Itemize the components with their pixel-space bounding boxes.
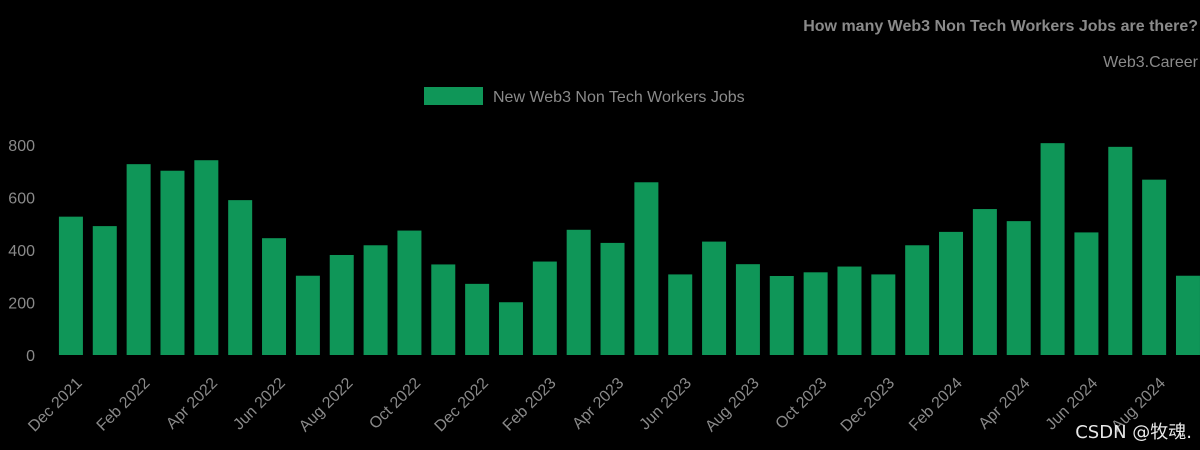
bar[interactable]: Jun 2024	[1074, 232, 1099, 355]
bar[interactable]: May 2023	[634, 182, 659, 355]
y-tick-label: 600	[8, 191, 35, 208]
x-tick-label: Dec 2022	[432, 375, 493, 436]
bars: Dec 2021 Jan 2022 Feb 2022 Mar 2022 Apr 2022…	[58, 143, 1200, 356]
bar[interactable]: Jan 2023	[498, 302, 523, 355]
bar[interactable]: Oct 2023	[803, 272, 828, 355]
x-tick-label: Oct 2022	[366, 375, 424, 433]
y-tick-label: 400	[8, 243, 35, 260]
x-axis: Dec 2021 Feb 2022 Apr 2022 Jun 2022 Aug 2022…	[25, 375, 1169, 436]
chart-subtitle: Web3.Career	[1103, 54, 1199, 71]
bar[interactable]: Jul 2023	[702, 241, 727, 355]
bar[interactable]: Mar 2023	[566, 229, 591, 355]
legend-label: New Web3 Non Tech Workers Jobs	[493, 89, 745, 106]
bar[interactable]: Feb 2024	[939, 231, 964, 355]
y-tick-label: 0	[26, 348, 35, 365]
bar[interactable]: Sep 2023	[769, 275, 794, 355]
bar[interactable]: Jan 2022	[92, 226, 117, 355]
bar[interactable]: Mar 2022	[160, 170, 185, 355]
x-tick-label: Feb 2024	[906, 375, 966, 435]
bar[interactable]: Jun 2023	[668, 274, 693, 355]
bar[interactable]: Oct 2022	[397, 230, 422, 355]
bar[interactable]: Sep 2024	[1175, 275, 1200, 355]
bar[interactable]: Aug 2022	[329, 254, 354, 355]
y-tick-label: 200	[8, 296, 35, 313]
x-tick-label: Feb 2022	[94, 375, 154, 435]
bar[interactable]: Aug 2024	[1142, 179, 1167, 355]
x-tick-label: Aug 2023	[702, 375, 763, 436]
x-tick-label: Jun 2022	[230, 375, 289, 434]
x-tick-label: Dec 2021	[25, 375, 86, 436]
x-tick-label: Apr 2024	[976, 375, 1034, 433]
bar[interactable]: Jul 2024	[1108, 146, 1133, 355]
chart-title: How many Web3 Non Tech Workers Jobs are …	[803, 18, 1198, 35]
x-tick-label: Aug 2022	[296, 375, 357, 436]
bar[interactable]: Aug 2023	[735, 264, 760, 355]
x-tick-label: Apr 2023	[569, 375, 627, 433]
bar[interactable]: Nov 2023	[837, 266, 862, 355]
x-tick-label: Jun 2023	[636, 375, 695, 434]
bar[interactable]: Nov 2022	[431, 264, 456, 355]
bar[interactable]: Dec 2023	[871, 274, 896, 355]
watermark: CSDN @牧魂.	[1075, 422, 1192, 443]
x-tick-label: Oct 2023	[773, 375, 831, 433]
bar[interactable]: Jun 2022	[262, 238, 287, 355]
bar[interactable]: Jan 2024	[905, 245, 930, 355]
bar[interactable]: Dec 2021	[58, 216, 83, 355]
y-axis: 0 200 400 600 800	[8, 138, 35, 365]
bar[interactable]: May 2024	[1040, 143, 1065, 355]
x-tick-label: Dec 2023	[838, 375, 899, 436]
bar[interactable]: Apr 2023	[600, 242, 625, 355]
bar[interactable]: Sep 2022	[363, 245, 388, 355]
bar[interactable]: Mar 2024	[972, 209, 997, 355]
legend-swatch	[424, 87, 483, 105]
x-tick-label: Apr 2022	[163, 375, 221, 433]
bar[interactable]: Apr 2024	[1006, 221, 1031, 356]
legend[interactable]: New Web3 Non Tech Workers Jobs	[424, 87, 745, 106]
bar[interactable]: Feb 2023	[532, 261, 557, 355]
bar[interactable]: Dec 2022	[465, 283, 490, 355]
bar[interactable]: Feb 2022	[126, 164, 151, 355]
bar[interactable]: Jul 2022	[295, 275, 320, 355]
y-tick-label: 800	[8, 138, 35, 155]
x-tick-label: Feb 2023	[500, 375, 560, 435]
bar[interactable]: May 2022	[228, 200, 253, 356]
bar[interactable]: Apr 2022	[194, 160, 219, 355]
